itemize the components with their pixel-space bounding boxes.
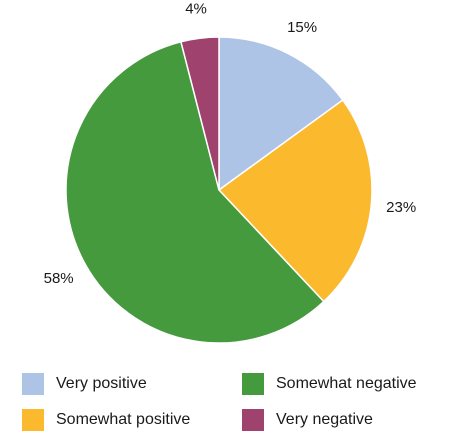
pie-data-labels: 15% 23% 58% 4% (44, 0, 417, 287)
legend-swatch-somewhat-positive (22, 409, 44, 431)
pie-chart-svg: 15% 23% 58% 4% (44, 0, 417, 344)
pie-slice-very-positive (218, 36, 344, 192)
data-label-somewhat-positive: 23% (386, 199, 416, 216)
pie-slice-very-negative (180, 36, 220, 191)
data-label-very-negative: 4% (185, 0, 207, 17)
legend-swatch-somewhat-negative (242, 373, 264, 395)
data-label-very-positive: 15% (287, 19, 317, 36)
legend-swatch-very-negative (242, 409, 264, 431)
pie-slices (65, 36, 373, 344)
legend-label-very-positive: Very positive (56, 375, 147, 392)
legend-label-very-negative: Very negative (276, 411, 373, 428)
data-label-somewhat-negative: 58% (44, 270, 74, 287)
legend-item-somewhat-positive: Somewhat positive (22, 408, 190, 432)
chart-legend: Very positive Somewhat negative Somewhat… (22, 372, 462, 432)
legend-swatch-very-positive (22, 373, 44, 395)
legend-item-very-positive: Very positive (22, 372, 147, 396)
legend-label-somewhat-positive: Somewhat positive (56, 411, 191, 428)
pie-slice-somewhat-positive (217, 99, 373, 303)
legend-item-somewhat-negative: Somewhat negative (242, 372, 417, 396)
legend-label-somewhat-negative: Somewhat negative (276, 375, 417, 392)
pie-slice-somewhat-negative (65, 40, 325, 344)
legend-item-very-negative: Very negative (242, 408, 373, 432)
